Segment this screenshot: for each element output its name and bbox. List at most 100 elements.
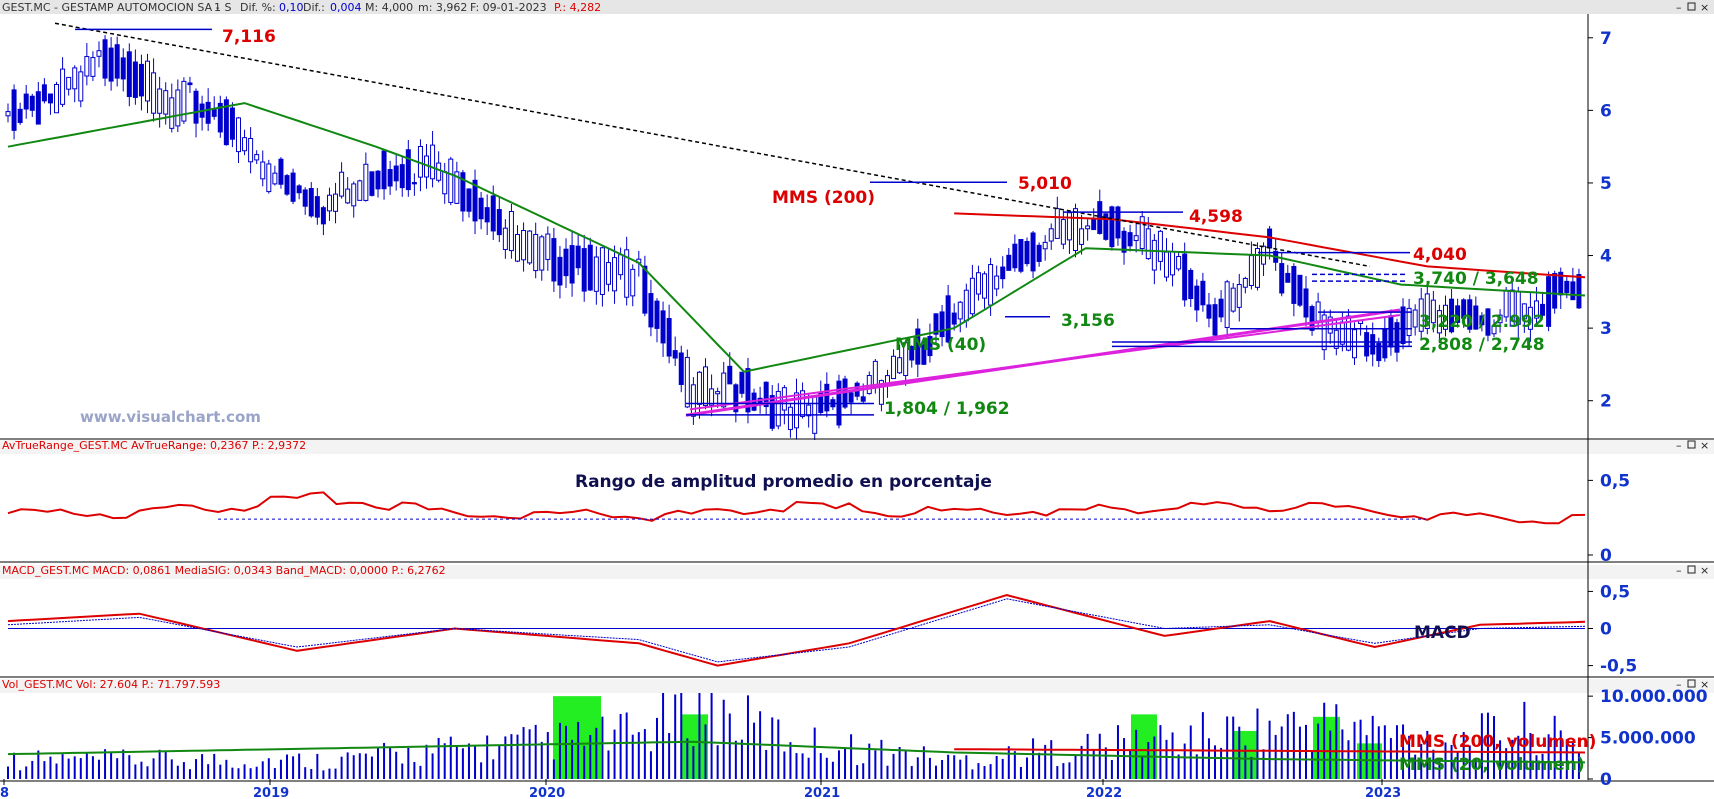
price-y-tick-label: 2 xyxy=(1600,392,1612,412)
candle xyxy=(672,350,678,359)
macd-plot xyxy=(7,594,1586,667)
candle xyxy=(1139,216,1145,249)
macd-window-controls[interactable]: – × xyxy=(1676,564,1709,577)
candle xyxy=(806,404,812,417)
candle xyxy=(982,273,988,299)
candle xyxy=(363,163,369,201)
atr-plot xyxy=(7,491,1586,525)
candle xyxy=(587,244,593,291)
candle xyxy=(521,229,527,261)
candle xyxy=(1339,321,1345,345)
atr-window-controls[interactable]: – × xyxy=(1676,439,1709,452)
candle xyxy=(1291,265,1297,304)
header-dif-label: Dif.: xyxy=(303,1,325,14)
candle xyxy=(436,162,442,181)
candle xyxy=(533,233,539,272)
candle xyxy=(254,154,260,161)
vol-window-controls[interactable]: – × xyxy=(1676,678,1709,691)
maximize-icon[interactable] xyxy=(1687,679,1696,688)
candle xyxy=(151,72,157,114)
vol-header: Vol_GEST.MC Vol: 27.604 P.: 71.797.593 –… xyxy=(2,678,1709,691)
close-icon[interactable]: × xyxy=(1700,439,1709,452)
header-symbol: GEST.MC - GESTAMP AUTOMOCION SA - xyxy=(2,1,220,14)
candle xyxy=(308,188,314,217)
minimize-icon[interactable]: – xyxy=(1676,564,1682,577)
macd-title: MACD xyxy=(1414,623,1471,643)
minimize-icon[interactable]: – xyxy=(1676,678,1682,691)
candle xyxy=(369,171,375,196)
candle xyxy=(1345,315,1351,351)
candle xyxy=(1097,201,1103,234)
candle xyxy=(1127,232,1133,247)
candle xyxy=(678,352,684,386)
close-icon[interactable]: × xyxy=(1700,678,1709,691)
candle xyxy=(175,89,181,127)
candle xyxy=(17,108,23,123)
candle xyxy=(1036,244,1042,262)
candle xyxy=(169,97,175,129)
candle xyxy=(1170,251,1176,276)
label-mms200: MMS (200) xyxy=(772,188,875,208)
atr-y-tick-label: 0 xyxy=(1600,546,1612,566)
candle xyxy=(648,293,654,328)
candle xyxy=(654,300,660,329)
minimize-icon[interactable]: – xyxy=(1676,439,1682,452)
price-y-tick-label: 6 xyxy=(1600,101,1612,121)
price-window-controls[interactable]: – × xyxy=(1676,1,1709,14)
candle xyxy=(605,262,611,285)
candle xyxy=(187,82,193,86)
candle xyxy=(1364,332,1370,357)
header-dif-value: 0,004 xyxy=(330,1,362,14)
candle xyxy=(1491,325,1497,335)
label-level-3220: 3,220 / 2.992 xyxy=(1419,312,1545,332)
candle xyxy=(727,365,733,385)
candle xyxy=(478,197,484,220)
candle xyxy=(1461,299,1467,319)
candle xyxy=(235,117,241,153)
candle xyxy=(1109,206,1115,248)
candle xyxy=(575,245,581,269)
macd-y-tick-label: 0 xyxy=(1600,620,1612,640)
candle xyxy=(769,395,775,429)
candle xyxy=(466,188,472,212)
candle xyxy=(696,371,702,405)
close-icon[interactable]: × xyxy=(1700,564,1709,577)
candle xyxy=(933,313,939,335)
candle xyxy=(278,158,284,185)
candle xyxy=(102,39,108,79)
candle xyxy=(1073,208,1079,252)
candle xyxy=(1200,280,1206,306)
candle xyxy=(108,47,114,82)
atr-line xyxy=(7,491,1586,525)
candle xyxy=(1236,284,1242,308)
candle xyxy=(1533,300,1539,319)
x-tick-label: 2019 xyxy=(253,786,289,799)
candle xyxy=(145,60,151,102)
candle xyxy=(1546,276,1552,327)
close-icon[interactable]: × xyxy=(1700,1,1709,14)
candle xyxy=(193,90,199,124)
candle xyxy=(1145,228,1151,260)
vol-mms200-label: MMS (200, volumen) xyxy=(1399,732,1596,752)
candle xyxy=(1455,305,1461,323)
header-dif-pct-label: Dif. %: xyxy=(240,1,276,14)
header-max: M: 4,000 xyxy=(365,1,413,14)
candle xyxy=(242,137,248,152)
maximize-icon[interactable] xyxy=(1687,2,1696,11)
candle xyxy=(739,371,745,394)
candle xyxy=(272,172,278,185)
candle xyxy=(545,233,551,260)
candle xyxy=(1430,299,1436,324)
label-resistance-4040: 4,040 xyxy=(1413,245,1467,265)
mms200-line xyxy=(954,212,1586,279)
candle xyxy=(490,195,496,232)
panel-header-bg xyxy=(0,440,1714,454)
maximize-icon[interactable] xyxy=(1687,440,1696,449)
candle xyxy=(399,164,405,189)
candle xyxy=(345,188,351,204)
candle xyxy=(945,295,951,343)
maximize-icon[interactable] xyxy=(1687,565,1696,574)
minimize-icon[interactable]: – xyxy=(1676,1,1682,14)
candle xyxy=(715,391,721,395)
candle xyxy=(1442,304,1448,330)
